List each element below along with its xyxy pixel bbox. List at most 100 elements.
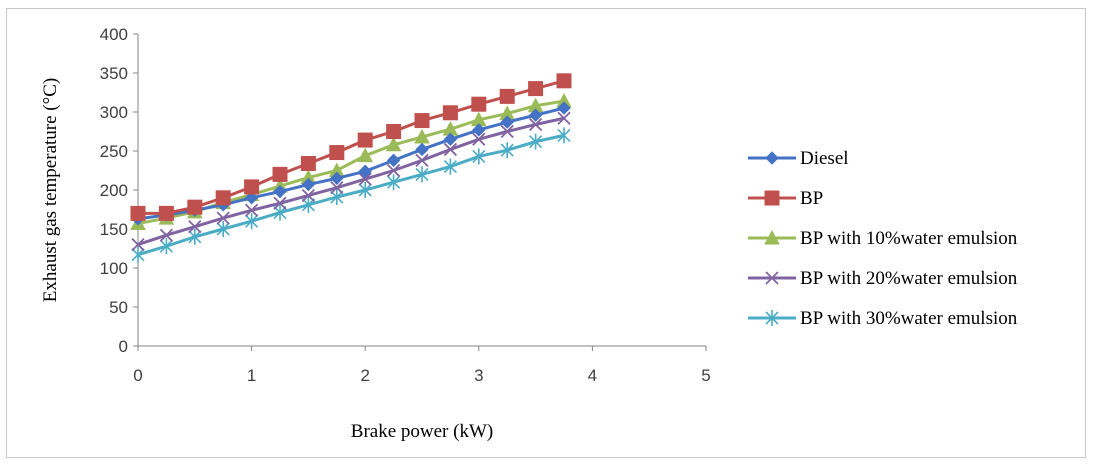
legend-swatch-marker — [765, 310, 779, 326]
data-point — [528, 81, 544, 97]
series-3 — [131, 111, 571, 252]
data-point — [557, 111, 571, 125]
y-tick-label: 250 — [100, 142, 128, 161]
data-point — [471, 96, 487, 112]
legend-swatch-marker — [765, 151, 779, 165]
data-point — [357, 132, 373, 148]
data-point — [244, 179, 260, 195]
legend-swatch-marker — [765, 271, 779, 285]
data-point — [330, 171, 344, 186]
series-line — [137, 116, 565, 247]
data-point — [386, 163, 401, 178]
data-point — [273, 204, 287, 221]
data-point — [386, 153, 401, 168]
legend-label: BP with 30%water emulsion — [800, 308, 1018, 329]
data-point — [386, 124, 402, 139]
legend-label: BP with 10%water emulsion — [800, 228, 1018, 249]
data-point — [529, 133, 543, 150]
legend-label: Diesel — [800, 148, 849, 169]
y-tick-label: 200 — [100, 181, 128, 200]
x-tick-label: 2 — [360, 366, 369, 385]
data-point — [357, 147, 374, 163]
data-point — [442, 105, 458, 121]
legend-item: BP with 30%water emulsion — [748, 308, 1018, 329]
x-tick-label: 5 — [701, 366, 710, 385]
series-4 — [131, 127, 571, 263]
data-point — [244, 203, 259, 217]
data-point — [301, 188, 316, 203]
axes: 0 50 100 150 200 250 300 350 400 0 1 2 3 4 5 — [100, 25, 711, 385]
data-point — [415, 153, 429, 167]
data-point — [443, 142, 458, 157]
legend-swatch-marker — [764, 229, 780, 245]
data-point — [472, 132, 486, 146]
data-point — [188, 220, 202, 234]
x-tick-label: 1 — [247, 366, 256, 385]
data-point — [500, 124, 514, 139]
data-point — [500, 115, 514, 129]
y-axis-title: Exhaust gas temperature (°C) — [40, 78, 61, 302]
y-tick-label: 350 — [100, 64, 128, 83]
data-point — [556, 73, 572, 89]
legend-item: Diesel — [748, 148, 849, 169]
data-point — [273, 184, 287, 199]
data-point — [159, 238, 173, 255]
data-point — [159, 228, 174, 242]
data-point — [528, 108, 543, 122]
data-point — [216, 211, 230, 225]
data-point — [500, 142, 514, 159]
data-point — [301, 196, 315, 213]
data-point — [528, 117, 543, 132]
data-point — [131, 246, 145, 263]
data-point — [272, 166, 288, 182]
data-point — [358, 164, 372, 178]
data-point — [301, 177, 316, 192]
data-point — [215, 190, 231, 206]
data-point — [358, 182, 372, 198]
legend-item: BP with 20%water emulsion — [748, 268, 1018, 289]
series-1 — [130, 73, 572, 221]
y-tick-label: 300 — [100, 103, 128, 122]
data-point — [244, 191, 259, 205]
legend-item: BP with 10%water emulsion — [748, 228, 1018, 249]
data-point — [472, 123, 486, 137]
data-point — [443, 132, 458, 147]
chart-frame — [6, 8, 1086, 458]
y-tick-label: 100 — [100, 259, 128, 278]
data-point — [330, 181, 344, 195]
data-point — [273, 196, 287, 210]
data-point — [216, 221, 230, 237]
data-point — [499, 88, 515, 104]
data-point — [300, 155, 316, 171]
data-point — [414, 113, 430, 129]
y-tick-label: 150 — [100, 220, 128, 239]
data-point — [443, 158, 457, 175]
legend-label: BP with 20%water emulsion — [800, 268, 1018, 289]
x-tick-label: 3 — [474, 366, 483, 385]
data-point — [557, 127, 571, 144]
data-point — [557, 101, 571, 115]
y-tick-label: 0 — [119, 337, 128, 356]
data-point — [187, 199, 203, 215]
data-point — [188, 228, 202, 245]
data-point — [131, 237, 145, 252]
series-line — [138, 79, 565, 215]
data-point — [358, 172, 372, 186]
legend-swatch-marker — [764, 190, 780, 206]
series-layer — [130, 73, 572, 263]
data-point — [130, 205, 146, 221]
x-tick-label: 4 — [588, 366, 597, 385]
data-point — [330, 189, 344, 206]
legend-item: BP — [748, 188, 823, 209]
data-point — [329, 145, 345, 161]
series-line — [137, 133, 565, 257]
y-tick-label: 400 — [100, 25, 128, 44]
data-point — [387, 174, 401, 191]
y-tick-label: 50 — [109, 298, 128, 317]
data-point — [472, 148, 486, 165]
legend: Diesel BP BP with 10%water emulsion BP with… — [748, 148, 1018, 329]
data-point — [245, 213, 259, 230]
data-point — [158, 205, 174, 221]
data-point — [415, 166, 429, 183]
